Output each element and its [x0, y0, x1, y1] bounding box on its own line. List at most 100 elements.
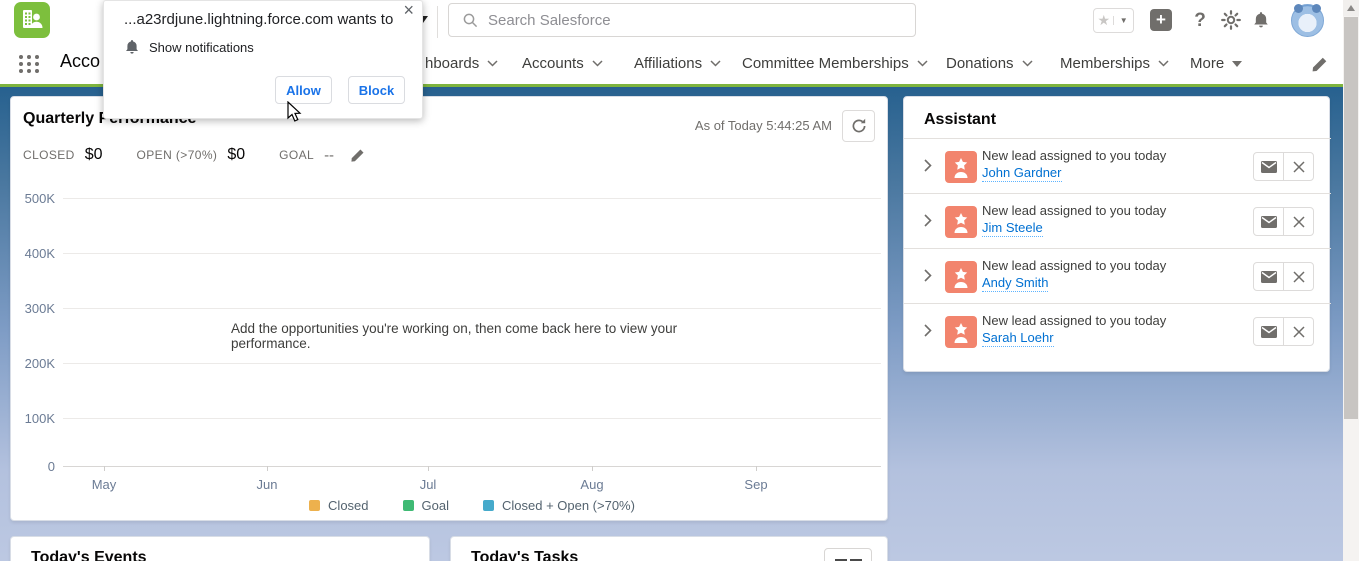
global-search[interactable]	[448, 3, 916, 37]
assistant-action-group	[1253, 262, 1314, 291]
chevron-down-icon	[917, 60, 928, 67]
legend-label: Closed + Open (>70%)	[501, 498, 635, 513]
lead-name-link[interactable]: Sarah Loehr	[982, 330, 1054, 347]
closed-swatch-icon	[309, 500, 321, 511]
assistant-item: New lead assigned to you today John Gard…	[904, 138, 1331, 193]
tab-accounts[interactable]: Accounts	[522, 55, 603, 72]
setup-button[interactable]	[1221, 10, 1241, 30]
gridline-100k	[63, 418, 881, 419]
gridline-200k	[63, 363, 881, 364]
edit-goal-button[interactable]	[350, 148, 365, 163]
pencil-icon	[1312, 57, 1327, 72]
tab-affiliations[interactable]: Affiliations	[634, 55, 721, 72]
tab-label: More	[1190, 55, 1225, 72]
prompt-close-button[interactable]: ×	[403, 0, 414, 20]
assistant-title: Assistant	[924, 111, 997, 128]
tab-label: Committee Memberships	[742, 55, 909, 72]
x-tick	[592, 466, 593, 471]
dismiss-button[interactable]	[1283, 263, 1313, 290]
browser-notification-prompt: × ...a23rdjune.lightning.force.com wants…	[103, 0, 423, 119]
help-button[interactable]: ?	[1190, 9, 1210, 33]
expand-chevron-right-icon[interactable]	[924, 324, 932, 342]
legend-item-goal[interactable]: Goal	[402, 498, 449, 513]
events-card-title: Today's Events	[31, 549, 147, 561]
user-avatar[interactable]	[1291, 4, 1324, 37]
x-axis-baseline	[63, 466, 881, 467]
lead-name-link[interactable]: Andy Smith	[982, 275, 1049, 292]
email-button[interactable]	[1254, 318, 1283, 345]
tab-dashboards-partial[interactable]: hboards	[425, 55, 498, 72]
prompt-origin-text: ...a23rdjune.lightning.force.com wants t…	[124, 11, 394, 28]
pencil-icon	[351, 149, 364, 162]
assistant-action-group	[1253, 317, 1314, 346]
as-of-timestamp: As of Today 5:44:25 AM	[694, 118, 832, 133]
tab-committee-memberships[interactable]: Committee Memberships	[742, 55, 928, 72]
x-tick-label: Jun	[256, 477, 278, 492]
scrollbar-thumb[interactable]	[1344, 17, 1358, 419]
quarterly-performance-card: Quarterly Performance As of Today 5:44:2…	[10, 96, 888, 521]
edit-navigation-button[interactable]	[1311, 56, 1328, 73]
tab-more[interactable]: More	[1190, 55, 1243, 72]
y-tick-label: 500K	[24, 191, 55, 206]
email-button[interactable]	[1254, 263, 1283, 290]
dismiss-button[interactable]	[1283, 208, 1313, 235]
legend-label: Closed	[328, 498, 369, 513]
building-person-logo-icon	[23, 10, 43, 28]
gridline-400k	[63, 253, 881, 254]
scrollbar-up-button[interactable]	[1343, 0, 1359, 16]
closed-label: CLOSED	[23, 148, 75, 162]
avatar-ear-decoration	[1312, 4, 1321, 13]
expand-chevron-right-icon[interactable]	[924, 214, 932, 232]
notifications-button[interactable]	[1251, 9, 1271, 31]
app-launcher-button[interactable]	[17, 53, 41, 75]
x-tick	[104, 466, 105, 471]
favorites-dropdown-button[interactable]: ▼	[1113, 16, 1133, 25]
lead-name-link[interactable]: John Gardner	[982, 165, 1062, 182]
assistant-message: New lead assigned to you today	[982, 148, 1167, 163]
assistant-card: Assistant New lead assigned to you today…	[903, 96, 1331, 372]
dismiss-button[interactable]	[1283, 153, 1313, 180]
email-button[interactable]	[1254, 153, 1283, 180]
close-icon	[1293, 215, 1305, 228]
global-actions-button[interactable]: +	[1150, 9, 1172, 31]
close-icon	[1293, 160, 1305, 173]
star-icon: ★	[1097, 12, 1111, 28]
search-input[interactable]	[488, 11, 868, 29]
assistant-message: New lead assigned to you today	[982, 203, 1167, 218]
tab-donations[interactable]: Donations	[946, 55, 1033, 72]
close-icon	[1293, 325, 1305, 338]
chevron-down-icon	[1022, 60, 1033, 67]
assistant-action-group	[1253, 152, 1314, 181]
email-button[interactable]	[1254, 208, 1283, 235]
dismiss-button[interactable]	[1283, 318, 1313, 345]
assistant-item: New lead assigned to you today Sarah Loe…	[904, 303, 1331, 358]
y-tick-label: 200K	[24, 356, 55, 371]
lead-icon	[945, 206, 977, 238]
allow-button[interactable]: Allow	[275, 76, 332, 104]
obscured-dropdown-icon[interactable]	[418, 16, 428, 23]
expand-chevron-right-icon[interactable]	[924, 269, 932, 287]
lead-name-link[interactable]: Jim Steele	[982, 220, 1043, 237]
list-settings-icon	[834, 559, 847, 561]
legend-item-closed-open[interactable]: Closed + Open (>70%)	[482, 498, 635, 513]
refresh-button[interactable]	[842, 110, 875, 142]
y-tick-label: 100K	[24, 411, 55, 426]
favorites-star-button[interactable]: ★	[1094, 12, 1113, 29]
notification-bell-icon	[124, 39, 140, 60]
legend-item-closed[interactable]: Closed	[309, 498, 369, 513]
app-launcher-waffle-icon	[19, 55, 39, 73]
x-tick-label: Sep	[744, 477, 768, 492]
envelope-icon	[1260, 270, 1277, 283]
expand-chevron-right-icon[interactable]	[924, 159, 932, 177]
chevron-down-icon	[487, 60, 498, 67]
favorites-button-group: ★ ▼	[1093, 8, 1134, 33]
block-button[interactable]: Block	[348, 76, 405, 104]
tasks-actions-button-group[interactable]	[824, 548, 872, 561]
mouse-cursor	[287, 100, 303, 128]
goal-swatch-icon	[402, 500, 414, 511]
tab-memberships[interactable]: Memberships	[1060, 55, 1169, 72]
assistant-action-group	[1253, 207, 1314, 236]
lead-icon	[945, 316, 977, 348]
gear-icon	[1221, 10, 1241, 30]
gridline-500k	[63, 198, 881, 199]
